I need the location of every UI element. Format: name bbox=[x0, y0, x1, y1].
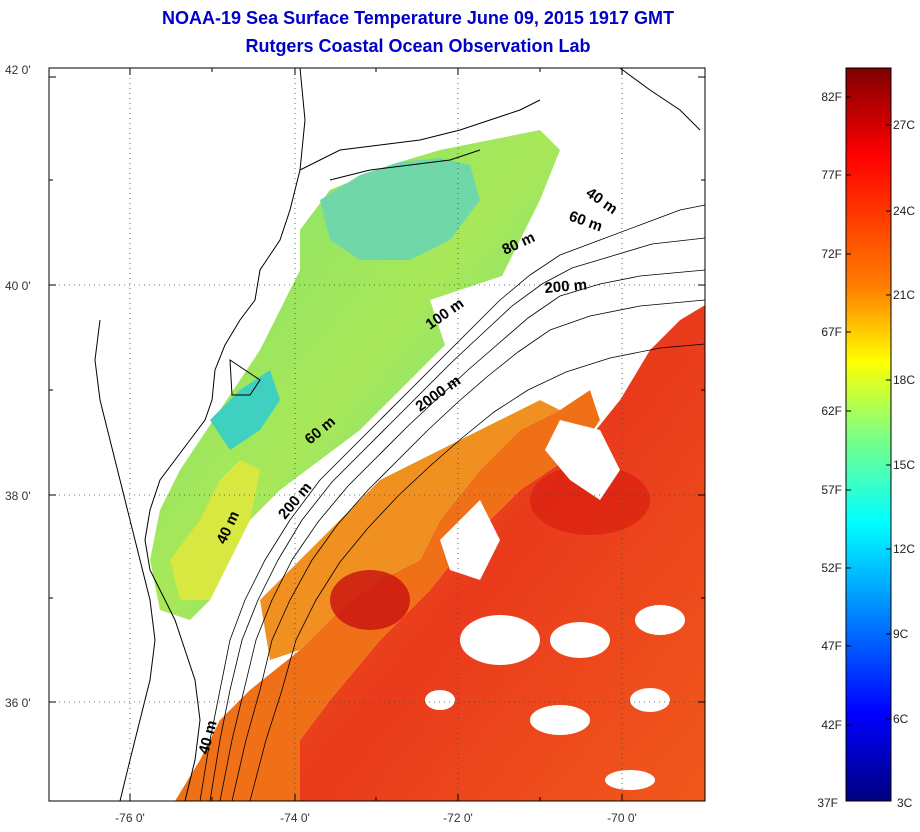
colorbar-c-label: 6C bbox=[893, 712, 909, 726]
longitude-labels: -76 0' -74 0' -72 0' -70 0' bbox=[115, 811, 637, 825]
colorbar-c-label: 3C bbox=[897, 796, 913, 810]
lon-tick-label: -74 0' bbox=[280, 811, 310, 825]
colorbar-c-label: 21C bbox=[893, 288, 915, 302]
colorbar-c-label: 12C bbox=[893, 542, 915, 556]
lon-tick-label: -72 0' bbox=[443, 811, 473, 825]
lon-tick-label: -70 0' bbox=[607, 811, 637, 825]
lat-tick-label: 40 0' bbox=[5, 279, 31, 293]
map-subtitle: Rutgers Coastal Ocean Observation Lab bbox=[245, 36, 591, 56]
colorbar-f-label: 57F bbox=[821, 483, 842, 497]
colorbar-f-label: 62F bbox=[821, 404, 842, 418]
cloud-mask bbox=[425, 245, 705, 790]
lat-tick-label: 42 0' bbox=[5, 63, 31, 77]
colorbar-c-label: 24C bbox=[893, 204, 915, 218]
coastline bbox=[94, 67, 701, 802]
sst-warm-offshore bbox=[175, 305, 705, 801]
colorbar-gradient bbox=[845, 67, 892, 802]
bathymetry-contours bbox=[199, 204, 706, 802]
colorbar-f-label: 82F bbox=[821, 90, 842, 104]
map-title: NOAA-19 Sea Surface Temperature June 09,… bbox=[162, 8, 674, 28]
colorbar: 82F 77F 72F 67F 62F 57F 52F 47F 42F 37F … bbox=[817, 67, 915, 810]
colorbar-f-label: 77F bbox=[821, 168, 842, 182]
contour-label: 200 m bbox=[544, 276, 588, 297]
colorbar-f-label: 47F bbox=[821, 639, 842, 653]
colorbar-f-label: 37F bbox=[817, 796, 838, 810]
colorbar-f-label: 72F bbox=[821, 247, 842, 261]
sst-shelf-water bbox=[150, 130, 560, 620]
colorbar-f-label: 52F bbox=[821, 561, 842, 575]
latitude-labels: 42 0' 40 0' 38 0' 36 0' bbox=[5, 63, 31, 710]
colorbar-c-label: 9C bbox=[893, 627, 909, 641]
colorbar-c-label: 15C bbox=[893, 458, 915, 472]
axis-ticks bbox=[49, 68, 705, 801]
colorbar-f-label: 42F bbox=[821, 718, 842, 732]
lon-tick-label: -76 0' bbox=[115, 811, 145, 825]
colorbar-c-label: 27C bbox=[893, 118, 915, 132]
lat-tick-label: 36 0' bbox=[5, 696, 31, 710]
graticule bbox=[49, 68, 705, 801]
colorbar-f-label: 67F bbox=[821, 325, 842, 339]
map-frame bbox=[48, 67, 706, 802]
lat-tick-label: 38 0' bbox=[5, 489, 31, 503]
colorbar-c-label: 18C bbox=[893, 373, 915, 387]
